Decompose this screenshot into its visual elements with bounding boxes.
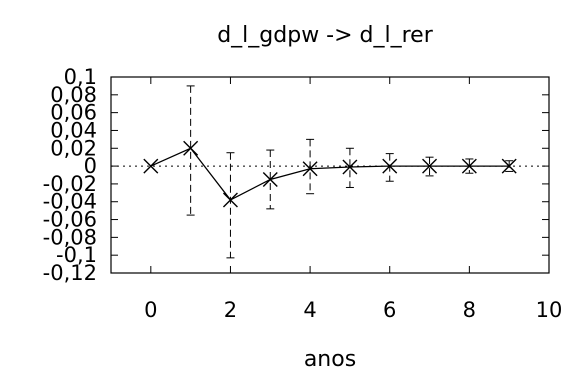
y-tick-label: 0,1	[64, 65, 97, 89]
y-tick-label: -0,12	[43, 261, 97, 285]
x-tick-label: 2	[224, 298, 237, 322]
data-point	[183, 140, 199, 156]
y-tick-label: 0,02	[50, 136, 97, 160]
y-tick-label: 0	[84, 154, 97, 178]
plot-frame	[110, 76, 550, 274]
data-point	[422, 158, 438, 174]
y-tick-label: 0,06	[50, 101, 97, 125]
series-line	[150, 147, 510, 201]
chart-title: d_l_gdpw -> d_l_rer	[217, 23, 433, 48]
data-point	[501, 158, 517, 174]
x-tick-label: 8	[463, 298, 476, 322]
plot-area: 0,10,080,060,040,020-0,02-0,04-0,06-0,08…	[43, 65, 563, 322]
data-point	[382, 158, 398, 174]
y-tick-label: -0,04	[43, 190, 97, 214]
x-axis-label: anos	[304, 347, 356, 369]
x-tick-label: 4	[303, 298, 316, 322]
data-point	[342, 159, 358, 175]
x-tick-label: 10	[536, 298, 563, 322]
y-tick-label: 0,04	[50, 118, 97, 142]
data-point	[222, 192, 238, 208]
data-point	[143, 158, 159, 174]
data-point	[302, 161, 318, 177]
data-point	[461, 158, 477, 174]
y-tick-label: -0,02	[43, 172, 97, 196]
x-tick-label: 6	[383, 298, 396, 322]
y-tick-label: -0,06	[43, 208, 97, 232]
y-tick-label: -0,1	[56, 243, 97, 267]
y-tick-label: -0,08	[43, 225, 97, 249]
data-point	[262, 171, 278, 187]
x-tick-label: 0	[144, 298, 157, 322]
y-tick-label: 0,08	[50, 83, 97, 107]
